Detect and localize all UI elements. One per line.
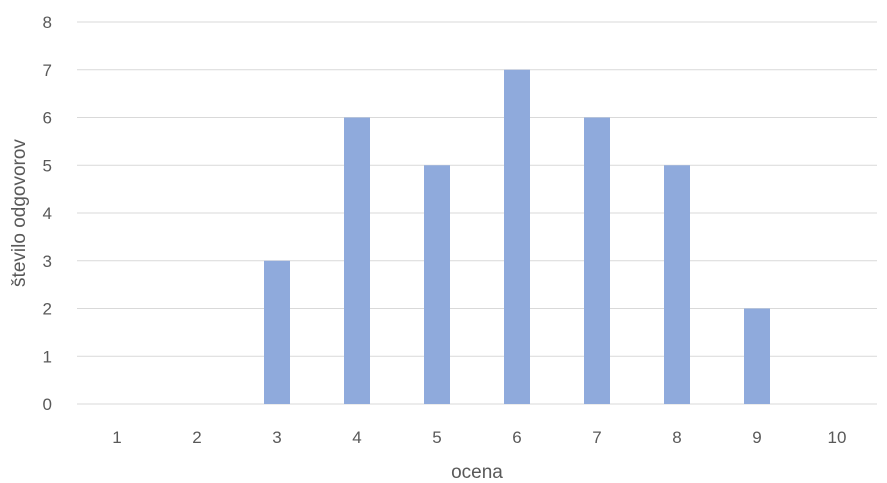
y-tick-label: 3	[43, 252, 52, 271]
x-tick-label: 1	[112, 428, 121, 447]
x-axis-tick-labels: 1 2 3 4 5 6 7 8 9 10	[112, 428, 846, 447]
y-tick-label: 5	[43, 156, 52, 175]
gridlines	[77, 21, 877, 405]
bar-6	[504, 69, 530, 404]
y-tick-label: 1	[43, 347, 52, 366]
bar-8	[664, 165, 690, 404]
y-axis-tick-labels: 0 1 2 3 4 5 6 7 8	[43, 13, 52, 414]
bar-3	[264, 260, 290, 404]
x-tick-label: 7	[592, 428, 601, 447]
y-tick-label: 0	[43, 395, 52, 414]
y-tick-label: 2	[43, 300, 52, 319]
y-tick-label: 7	[43, 61, 52, 80]
bar-7	[584, 117, 610, 404]
x-tick-label: 5	[432, 428, 441, 447]
x-tick-label: 9	[752, 428, 761, 447]
x-tick-label: 2	[192, 428, 201, 447]
y-tick-label: 6	[43, 109, 52, 128]
x-axis-title: ocena	[451, 462, 503, 483]
x-tick-label: 8	[672, 428, 681, 447]
bars	[264, 69, 770, 404]
bar-5	[424, 165, 450, 404]
x-tick-label: 4	[352, 428, 361, 447]
bar-9	[744, 308, 770, 404]
y-tick-label: 8	[43, 13, 52, 32]
y-tick-label: 4	[43, 204, 52, 223]
x-tick-label: 3	[272, 428, 281, 447]
bar-4	[344, 117, 370, 404]
x-tick-label: 10	[828, 428, 847, 447]
y-axis-title: število odgovorov	[9, 139, 30, 287]
x-tick-label: 6	[512, 428, 521, 447]
